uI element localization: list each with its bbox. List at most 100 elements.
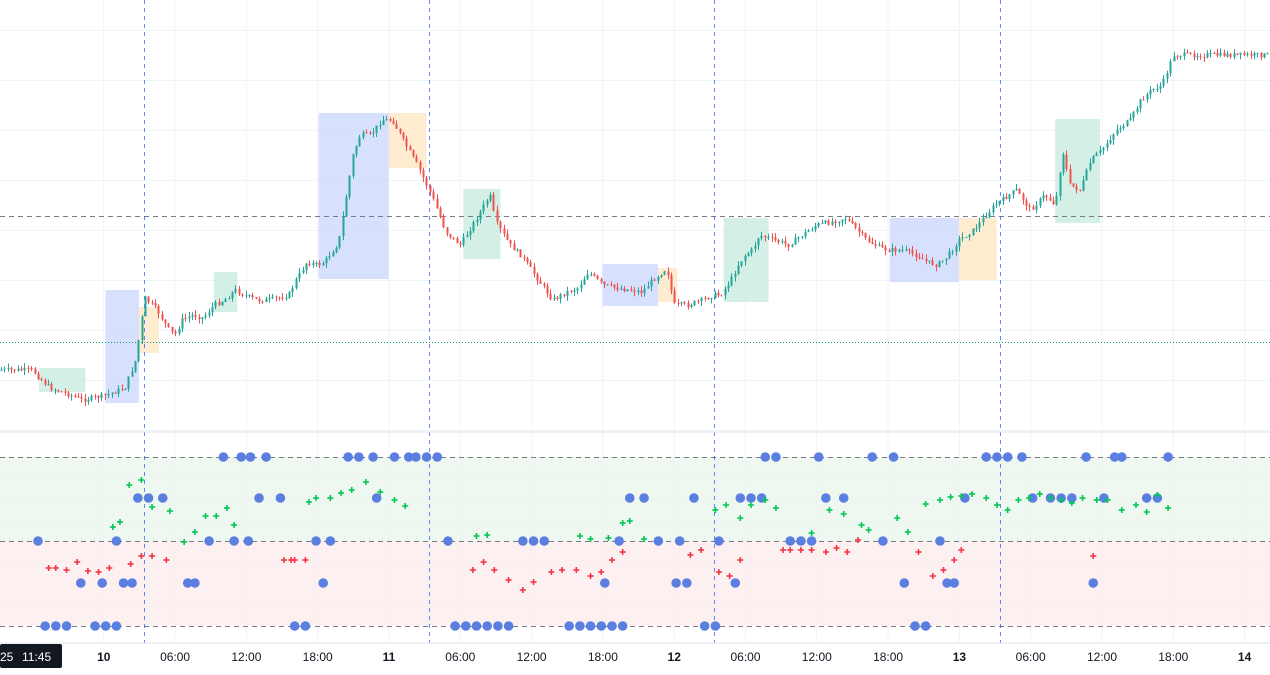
candle-down — [44, 380, 47, 385]
indicator-plus-down — [808, 547, 815, 553]
candle-down — [34, 368, 37, 374]
candle-up — [1209, 53, 1212, 55]
candle-down — [884, 247, 887, 251]
indicator-dot — [730, 578, 741, 588]
candle-up — [928, 260, 931, 262]
indicator-dot — [1109, 452, 1120, 462]
indicator-plus-down — [822, 549, 829, 555]
indicator-plus-up — [936, 497, 943, 503]
indicator-plus-up — [983, 495, 990, 501]
time-axis-label: 18:00 — [588, 650, 618, 664]
time-axis[interactable]: 10 06:00 12:00 18:00 11 06:00 12:00 18:00 12 06:0… — [0, 642, 1270, 664]
candle-up — [70, 395, 73, 397]
candle-up — [754, 245, 757, 249]
candle-down — [452, 237, 455, 239]
candle-up — [231, 292, 234, 299]
candle-down — [1032, 206, 1035, 210]
candle-up — [945, 258, 948, 261]
zone-box-teal — [1055, 119, 1101, 223]
candle-up — [573, 290, 576, 292]
candle-down — [1199, 56, 1202, 58]
indicator-plus-up — [138, 477, 145, 483]
indicator-plus-up — [947, 494, 954, 500]
candle-down — [1243, 52, 1246, 56]
indicator-plus-up — [1058, 497, 1065, 503]
candle-down — [529, 262, 532, 267]
candle-down — [921, 258, 924, 260]
candle-up — [1266, 53, 1269, 55]
indicator-plus-up — [865, 527, 872, 533]
indicator-dot — [1141, 493, 1152, 503]
zone-box-orange — [138, 307, 159, 353]
indicator-dot — [564, 621, 574, 631]
time-axis-label: 18:00 — [1158, 650, 1188, 664]
indicator-plus-up — [1026, 495, 1033, 501]
candle-up — [7, 367, 10, 369]
candle-up — [208, 312, 211, 316]
candle-up — [965, 236, 968, 238]
candle-up — [821, 222, 824, 224]
indicator-plus-up — [826, 507, 833, 513]
indicator-dot — [735, 493, 746, 503]
candle-up — [1106, 143, 1109, 148]
indicator-plus-up — [305, 499, 312, 505]
candle-down — [653, 279, 656, 281]
candle-up — [737, 265, 740, 274]
candle-down — [774, 237, 777, 240]
candle-up — [988, 212, 991, 218]
indicator-dot — [1116, 452, 1127, 462]
indicator-plus-up — [969, 491, 976, 497]
indicator-plus-up — [1015, 497, 1022, 503]
candle-up — [794, 237, 797, 245]
indicator-dot — [942, 578, 952, 588]
candle-down — [677, 302, 680, 304]
candle-down — [492, 194, 495, 211]
indicator-plus-up — [922, 501, 929, 507]
indicator-dot — [528, 536, 539, 546]
indicator-plus-up — [109, 524, 116, 530]
candle-up — [992, 205, 995, 213]
indicator-dot — [639, 493, 649, 503]
crosshair-time-badge: 25 11:45 — [0, 644, 62, 668]
indicator-dot — [949, 578, 960, 588]
candle-down — [784, 241, 787, 244]
indicator-plus-up — [1047, 495, 1054, 501]
candle-up — [295, 278, 298, 289]
candle-up — [291, 288, 294, 293]
indicator-dot — [421, 452, 432, 462]
indicator-dot — [111, 536, 122, 546]
candle-up — [1219, 52, 1222, 56]
candle-up — [747, 253, 750, 256]
indicator-plus-down — [52, 565, 59, 571]
indicator-dot — [157, 493, 168, 503]
candle-up — [472, 221, 475, 232]
candle-up — [878, 244, 881, 246]
candle-down — [415, 156, 418, 162]
indicator-dot — [585, 621, 596, 631]
indicator-plus-down — [929, 573, 936, 579]
indicator-dot — [1088, 578, 1099, 588]
candle-up — [948, 251, 951, 259]
candle-up — [905, 249, 908, 251]
candle-up — [486, 200, 489, 205]
candle-down — [596, 275, 599, 280]
indicator-plus-up — [473, 533, 480, 539]
candle-down — [918, 256, 921, 259]
candle-up — [358, 137, 361, 147]
candlestick-series[interactable] — [0, 48, 1269, 407]
indicator-dot — [1002, 452, 1013, 462]
indicator-plus-up — [1036, 491, 1043, 497]
indicator-plus-down — [519, 587, 526, 593]
indicator-plus-down — [84, 568, 91, 574]
indicator-dot — [482, 621, 492, 631]
candle-down — [20, 368, 23, 371]
candle-down — [720, 295, 723, 297]
candle-up — [710, 298, 713, 300]
time-axis-label: 18:00 — [873, 650, 903, 664]
candle-up — [637, 290, 640, 293]
indicator-dot — [771, 452, 781, 462]
candle-down — [667, 271, 670, 276]
candle-up — [791, 244, 794, 247]
candle-down — [854, 222, 857, 228]
